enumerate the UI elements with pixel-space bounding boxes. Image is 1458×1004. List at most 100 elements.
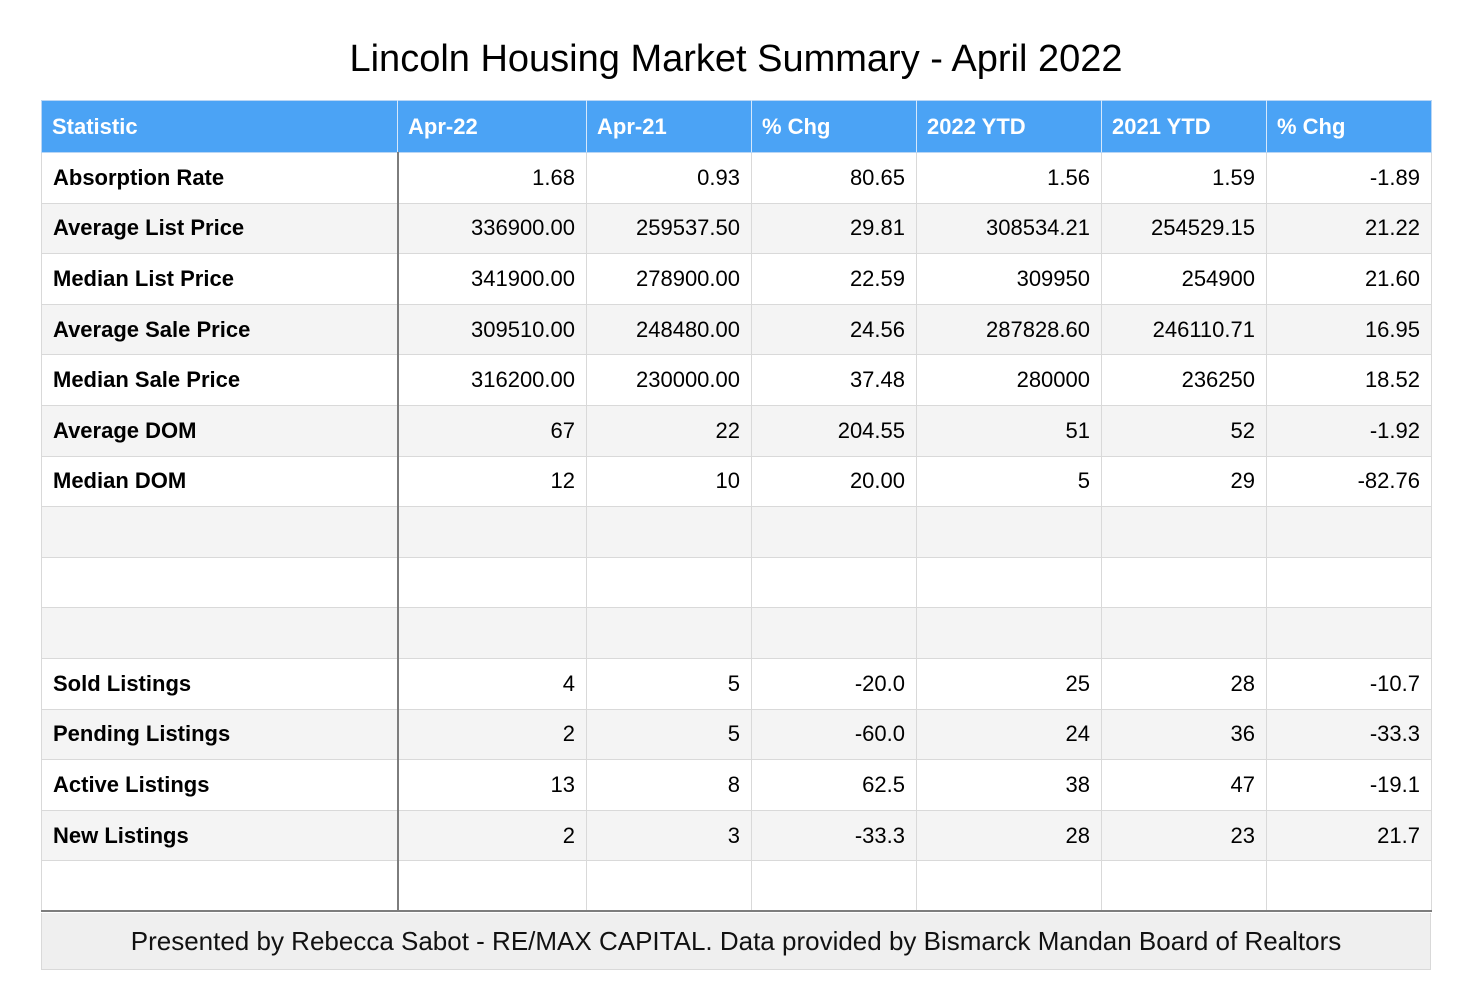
table-cell: 8 <box>586 759 752 811</box>
table-cell: 80.65 <box>751 152 917 204</box>
footer-note: Presented by Rebecca Sabot - RE/MAX CAPI… <box>41 913 1431 970</box>
row-label: Median DOM <box>41 456 399 508</box>
table-cell <box>1101 607 1267 659</box>
table-cell: 309950 <box>916 253 1102 305</box>
table-cell: 37.48 <box>751 354 917 406</box>
column-header-2: Apr-21 <box>586 100 752 153</box>
table-row: Median List Price 341900.00 278900.00 22.59… <box>41 253 1432 305</box>
table-cell: 236250 <box>1101 354 1267 406</box>
table-cell <box>586 506 752 558</box>
table-cell: 309510.00 <box>397 304 587 356</box>
table-cell: 4 <box>397 658 587 710</box>
table-cell: -82.76 <box>1266 456 1432 508</box>
table-cell <box>751 607 917 659</box>
row-label: Average List Price <box>41 203 399 255</box>
table-cell <box>1266 607 1432 659</box>
table-cell: 5 <box>916 456 1102 508</box>
table-cell <box>586 607 752 659</box>
table-cell <box>1101 557 1267 609</box>
table-cell: 246110.71 <box>1101 304 1267 356</box>
table-row: Sold Listings 4 5 -20.0 25 28 -10.7 <box>41 658 1432 710</box>
table-cell <box>916 607 1102 659</box>
table-cell: 287828.60 <box>916 304 1102 356</box>
table-cell: 5 <box>586 658 752 710</box>
table-cell: 13 <box>397 759 587 811</box>
table-cell <box>751 557 917 609</box>
table-row <box>41 860 1432 913</box>
table-cell: 1.56 <box>916 152 1102 204</box>
table-cell <box>397 860 587 913</box>
table-row <box>41 557 1432 609</box>
row-label: Average DOM <box>41 405 399 457</box>
table-cell: 47 <box>1101 759 1267 811</box>
table-cell: 62.5 <box>751 759 917 811</box>
table-cell <box>586 557 752 609</box>
table-body: Absorption Rate 1.68 0.93 80.65 1.56 1.59 -1.8… <box>41 152 1432 913</box>
table-cell: -33.3 <box>1266 709 1432 761</box>
row-label: New Listings <box>41 810 399 862</box>
table-cell <box>586 860 752 913</box>
table-cell <box>397 557 587 609</box>
table-cell: 0.93 <box>586 152 752 204</box>
table-row: Median DOM 12 10 20.00 5 29 -82.76 <box>41 456 1432 508</box>
table-cell: 2 <box>397 709 587 761</box>
table-cell: 336900.00 <box>397 203 587 255</box>
table-cell: 278900.00 <box>586 253 752 305</box>
table-cell: 204.55 <box>751 405 917 457</box>
table-cell: 67 <box>397 405 587 457</box>
table-cell: 12 <box>397 456 587 508</box>
table-cell: 22.59 <box>751 253 917 305</box>
table-cell: 2 <box>397 810 587 862</box>
column-header-6: % Chg <box>1266 100 1432 153</box>
table-cell: 21.7 <box>1266 810 1432 862</box>
table-cell <box>397 506 587 558</box>
row-label: Absorption Rate <box>41 152 399 204</box>
table-cell: 316200.00 <box>397 354 587 406</box>
row-label <box>41 557 399 609</box>
table-cell <box>1101 506 1267 558</box>
table-cell: 21.60 <box>1266 253 1432 305</box>
table-cell: 24.56 <box>751 304 917 356</box>
table-cell: -19.1 <box>1266 759 1432 811</box>
table-cell <box>1101 860 1267 913</box>
row-label: Average Sale Price <box>41 304 399 356</box>
table-cell: 29.81 <box>751 203 917 255</box>
column-header-1: Apr-22 <box>397 100 587 153</box>
table-cell: -60.0 <box>751 709 917 761</box>
header-row: Statistic Apr-22 Apr-21% Chg 2022 YTD 2021 Y… <box>41 100 1432 153</box>
table-cell <box>397 607 587 659</box>
table-cell <box>751 860 917 913</box>
table-cell: 18.52 <box>1266 354 1432 406</box>
table-cell: 280000 <box>916 354 1102 406</box>
table-cell: 51 <box>916 405 1102 457</box>
row-label <box>41 860 399 913</box>
table-cell: 25 <box>916 658 1102 710</box>
table-row: Pending Listings 2 5 -60.0 24 36 -33.3 <box>41 709 1432 761</box>
table-cell <box>916 506 1102 558</box>
table-cell: 24 <box>916 709 1102 761</box>
table-cell: 21.22 <box>1266 203 1432 255</box>
row-label: Active Listings <box>41 759 399 811</box>
table-cell <box>916 860 1102 913</box>
table-cell <box>1266 557 1432 609</box>
table-row: Average Sale Price 309510.00 248480.00 24.5… <box>41 304 1432 356</box>
table-cell: 3 <box>586 810 752 862</box>
column-header-0: Statistic <box>41 100 398 153</box>
table-row: Average DOM 67 22 204.55 51 52 -1.92 <box>41 405 1432 457</box>
table-cell <box>751 506 917 558</box>
row-label: Median List Price <box>41 253 399 305</box>
table-cell: 230000.00 <box>586 354 752 406</box>
table-row: Absorption Rate 1.68 0.93 80.65 1.56 1.59 -1.8… <box>41 152 1432 204</box>
table-cell: 1.59 <box>1101 152 1267 204</box>
table-row: Average List Price 336900.00 259537.50 29.8… <box>41 203 1432 255</box>
market-summary-table: Statistic Apr-22 Apr-21% Chg 2022 YTD 2021 Y… <box>41 100 1432 913</box>
table-row: Median Sale Price 316200.00 230000.00 37.48… <box>41 354 1432 406</box>
table-cell <box>1266 860 1432 913</box>
table-cell: 23 <box>1101 810 1267 862</box>
column-header-5: 2021 YTD <box>1101 100 1267 153</box>
table-row <box>41 607 1432 659</box>
market-summary-table-container: Statistic Apr-22 Apr-21% Chg 2022 YTD 2021 Y… <box>41 100 1432 913</box>
table-cell: 16.95 <box>1266 304 1432 356</box>
table-cell: 10 <box>586 456 752 508</box>
table-cell: -10.7 <box>1266 658 1432 710</box>
